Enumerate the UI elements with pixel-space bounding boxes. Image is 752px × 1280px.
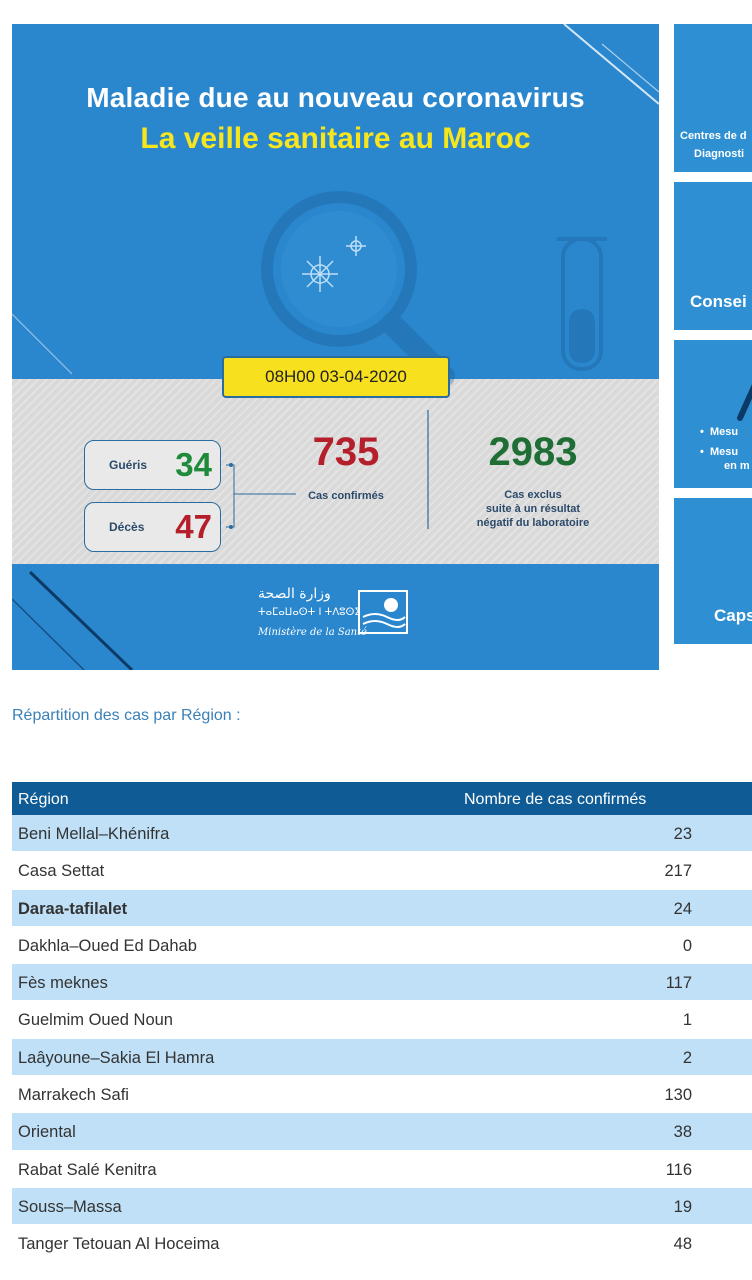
banner-subtitle: La veille sanitaire au Maroc [140,122,531,155]
region-count: 23 [673,825,692,843]
region-count: 24 [673,899,692,918]
side-card-1-line2: Diagnosti [694,148,745,160]
table-row: Dakhla–Oued Ed Dahab 0 [12,926,752,965]
region-name: Guelmim Oued Noun [18,1011,173,1030]
magnifier-icon [261,191,455,387]
region-name: Dakhla–Oued Ed Dahab [18,936,197,955]
side-card-advice[interactable]: Consei [674,182,752,330]
side-card-1-line1: Centres de d [680,130,747,142]
region-count: 130 [664,1086,692,1105]
ministry-name-french: Ministère de la Santé [258,627,368,638]
region-name: Casa Settat [18,862,105,881]
side-card-3-line2: Mesu [710,446,739,458]
side-card-diagnostic-centers[interactable]: Centres de d Diagnosti [674,24,752,172]
ministry-logo-icon [358,590,408,634]
region-count: 117 [665,974,692,993]
side-card-measures[interactable]: Mesu Mesu en m • • [674,340,752,488]
region-name: Daraa-tafilalet [18,899,128,918]
table-body: Beni Mellal–Khénifra 23 Casa Settat 217 Dara… [12,815,752,1263]
region-count: 1 [682,1011,692,1030]
side-card-3-line3: en m [724,460,750,472]
region-count: 116 [665,1160,692,1179]
region-count: 2 [682,1048,692,1067]
section-title: Répartition des cas par Région : [12,707,241,724]
region-name: Oriental [18,1123,76,1142]
side-card-3-line1: Mesu [710,426,739,438]
table-row: Tanger Tetouan Al Hoceima 48 [12,1225,752,1263]
banner-title: Maladie due au nouveau coronavirus [86,82,585,113]
recovered-value: 34 [175,446,212,483]
confirmed-value: 735 [312,430,380,474]
recovered-label: Guéris [109,458,148,472]
table-row: Laâyoune–Sakia El Hamra 2 [12,1038,752,1077]
side-card-4-title: Caps [714,606,752,625]
ministry-name-arabic: وزارة الصحة [258,586,331,602]
deaths-label: Décès [109,520,145,534]
confirmed-label: Cas confirmés [308,490,384,502]
excluded-label: Cas exclus suite à un résultat négatif d… [442,488,624,530]
deaths-stat: Décès 47 [84,502,221,552]
banner-top [12,24,659,379]
region-name: Tanger Tetouan Al Hoceima [18,1235,220,1254]
table-header: Région Nombre de cas confirmés [12,782,752,815]
side-card-capsules[interactable]: Caps [674,498,752,644]
excluded-label-line2: suite à un résultat [485,503,581,515]
region-name: Rabat Salé Kenitra [18,1160,157,1179]
region-count: 0 [682,936,692,955]
date-badge: 08H00 03-04-2020 [222,356,450,398]
pointer-icon [737,384,752,421]
table-row: Souss–Massa 19 [12,1187,752,1226]
deaths-value: 47 [175,508,212,545]
region-name: Fès meknes [18,974,108,993]
test-tube-icon [557,237,607,371]
bullet-icon: • [700,426,704,438]
region-name: Beni Mellal–Khénifra [18,825,170,843]
excluded-label-line3: négatif du laboratoire [476,517,590,529]
table-row: Guelmim Oued Noun 1 [12,1001,752,1039]
region-count: 48 [673,1235,692,1254]
banner-decoration [12,24,659,670]
header-region: Région [18,791,69,808]
table-row: Daraa-tafilalet 24 [12,889,752,927]
virus-icon [302,236,366,292]
regions-table: Région Nombre de cas confirmés Beni Mell… [12,782,752,1263]
banner-footer [12,564,659,670]
region-name: Marrakech Safi [18,1086,129,1105]
table-row: Beni Mellal–Khénifra 23 [12,815,752,853]
table-row: Casa Settat 217 [12,852,752,890]
region-count: 38 [673,1123,692,1142]
ministry-name-tifinagh: ⵜⴰⵎⴰⵡⴰⵙⵜ ⵏ ⵜⴷⵓⵙⵉ [258,607,361,618]
region-name: Souss–Massa [18,1197,122,1216]
region-count: 217 [664,862,692,881]
table-row: Marrakech Safi 130 [12,1076,752,1114]
infographic-banner: Maladie due au nouveau coronavirus La ve… [12,24,659,670]
table-row: Rabat Salé Kenitra 116 [12,1150,752,1188]
region-count: 19 [673,1197,692,1216]
table-row: Oriental 38 [12,1113,752,1151]
excluded-label-line1: Cas exclus [504,489,562,501]
table-row: Fès meknes 117 [12,964,752,1002]
excluded-value: 2983 [488,430,578,474]
recovered-stat: Guéris 34 [84,440,221,490]
region-name: Laâyoune–Sakia El Hamra [18,1048,215,1067]
bullet-icon: • [700,446,704,458]
side-card-2-title: Consei [690,292,747,311]
header-count: Nombre de cas confirmés [464,791,647,808]
